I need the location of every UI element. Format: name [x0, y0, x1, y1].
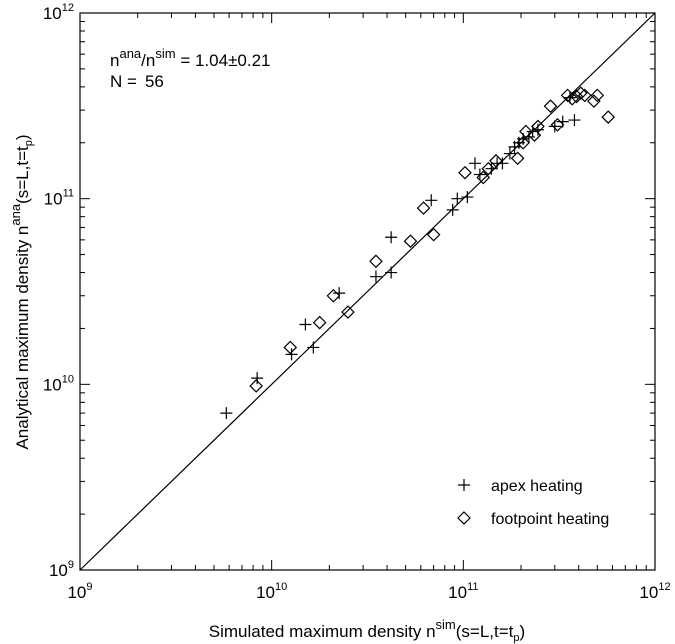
x-tick-label: 1012 [639, 581, 670, 602]
footpoint-point [569, 89, 584, 104]
apex-point [385, 231, 398, 244]
footpoint-point [510, 151, 525, 166]
footpoint-point [426, 227, 441, 242]
apex-point [385, 266, 398, 279]
apex-point [461, 191, 474, 204]
footpoint-point [577, 88, 592, 103]
footpoint-point [458, 165, 472, 180]
annotation-count: N = 56 [110, 72, 164, 91]
legend-footpoint-marker [457, 511, 471, 525]
annotation-ratio: nana/nsim = 1.04±0.21 [110, 46, 271, 70]
x-tick-label: 1011 [448, 581, 478, 602]
axis-ticks [79, 13, 655, 571]
footpoint-point [573, 86, 588, 101]
footpoint-point [341, 305, 355, 319]
apex-point [285, 348, 298, 361]
footpoint-point [590, 88, 605, 103]
footpoint-point [403, 234, 418, 249]
footpoint-point [550, 117, 565, 132]
footpoint-point [519, 124, 533, 139]
apex-point [307, 341, 320, 354]
x-tick-label: 109 [67, 581, 92, 602]
apex-point [369, 270, 382, 283]
reference-line [79, 12, 656, 571]
apex-point [251, 372, 264, 385]
apex-point [468, 157, 481, 170]
footpoint-point [369, 254, 383, 269]
footpoint-point [531, 119, 545, 134]
footpoint-point [481, 161, 496, 176]
apex-point [220, 407, 233, 420]
footpoint-point [516, 135, 530, 150]
y-axis-title: Analytical maximum density nana(s=L,t=tp… [8, 134, 35, 449]
footpoint-point [601, 110, 616, 124]
legend: apex heating footpoint heating [457, 478, 609, 528]
apex-point [496, 157, 509, 170]
apex-point [563, 91, 576, 104]
y-tick-label: 1010 [43, 373, 74, 394]
footpoint-point [587, 94, 601, 109]
apex-point [568, 114, 581, 127]
footpoint-point [543, 99, 558, 113]
footpoint-point [326, 288, 341, 303]
legend-label-apex: apex heating [491, 478, 583, 495]
legend-apex-marker [458, 479, 470, 491]
tick-labels: 109 1010 1011 1012 109 1010 1011 1012 [43, 2, 671, 602]
apex-point [451, 192, 464, 205]
apex-point [446, 203, 459, 216]
footpoint-point [489, 153, 503, 168]
apex-point [425, 194, 438, 207]
plot-frame [79, 12, 656, 571]
y-tick-label: 1011 [44, 188, 74, 209]
y-tick-label: 1012 [43, 2, 74, 23]
y-tick-label: 109 [49, 559, 74, 580]
footpoint-point [416, 201, 431, 215]
footpoint-point [527, 128, 542, 142]
footpoint-point [283, 340, 298, 355]
legend-label-footpoint: footpoint heating [491, 511, 609, 528]
data-markers [220, 86, 616, 420]
apex-point [548, 120, 561, 133]
footpoint-point [249, 379, 264, 393]
footpoint-point [476, 170, 491, 185]
footpoint-point [565, 91, 580, 106]
apex-point [485, 162, 498, 175]
apex-point [333, 287, 346, 300]
x-axis-title: Simulated maximum density nsim(s=L,t=tp) [209, 617, 525, 644]
apex-point [299, 318, 312, 331]
apex-point [503, 147, 516, 160]
footpoint-point [312, 315, 327, 330]
x-tick-label: 1010 [256, 581, 287, 602]
